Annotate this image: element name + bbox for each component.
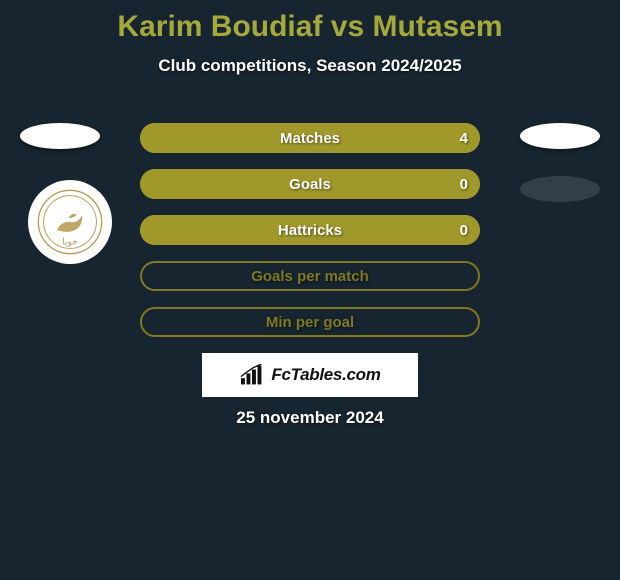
stat-row: Matches 4 [140,123,480,153]
club-crest-icon: خويا [37,189,103,255]
snapshot-date: 25 november 2024 [0,408,620,428]
player-a-avatar-placeholder [20,123,100,149]
branding-text: FcTables.com [271,365,380,385]
player-a-club-logo: خويا [28,180,112,264]
vs-separator: vs [331,10,364,43]
page-title: Karim Boudiaf vs Mutasem [0,0,620,44]
stat-label: Goals [289,176,331,193]
stat-row: Min per goal [140,307,480,337]
stat-row: Goals per match [140,261,480,291]
subtitle: Club competitions, Season 2024/2025 [0,56,620,76]
player-b-club-placeholder [520,176,600,202]
stat-label: Min per goal [266,314,354,331]
stat-value-right: 4 [460,130,468,147]
stat-label: Goals per match [251,268,369,285]
stat-label: Hattricks [278,222,342,239]
stat-value-right: 0 [460,222,468,239]
svg-text:خويا: خويا [62,236,78,247]
player-b-name: Mutasem [373,10,503,43]
stat-label: Matches [280,130,340,147]
player-b-avatar-placeholder [520,123,600,149]
stat-value-right: 0 [460,176,468,193]
bar-chart-icon [239,364,265,386]
stat-row: Goals 0 [140,169,480,199]
stat-row: Hattricks 0 [140,215,480,245]
branding-box[interactable]: FcTables.com [202,353,418,397]
player-a-name: Karim Boudiaf [117,10,322,43]
stats-container: Matches 4 Goals 0 Hattricks 0 Goals per match M… [140,123,480,353]
